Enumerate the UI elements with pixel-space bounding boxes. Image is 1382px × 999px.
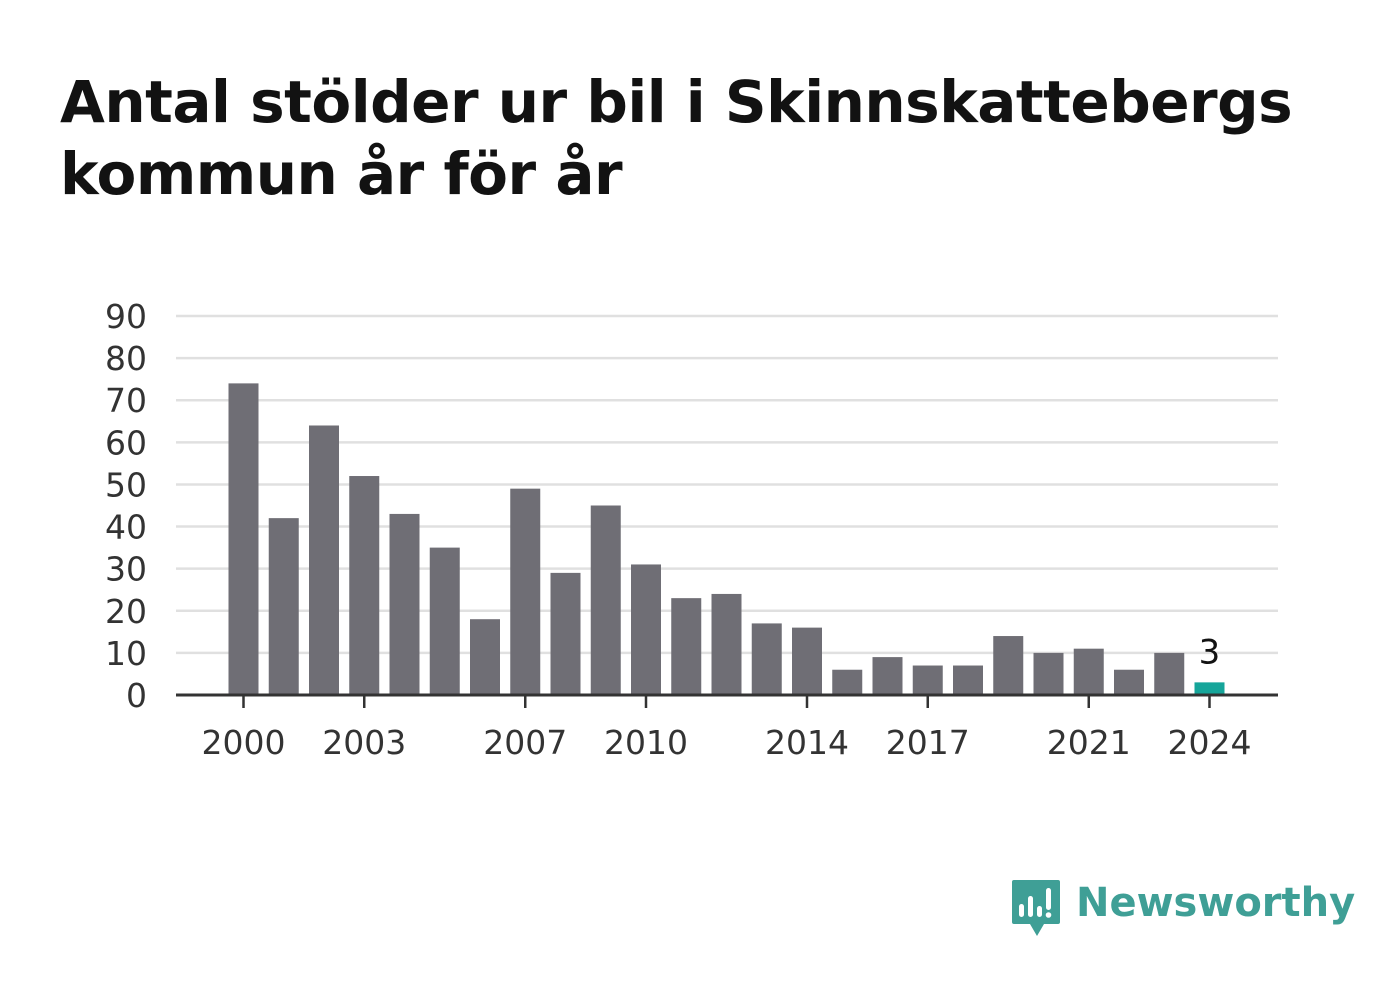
bar-2021 (1073, 648, 1104, 695)
bar-2019 (993, 636, 1024, 695)
bar-2010 (631, 564, 661, 695)
y-tick-label: 70 (105, 381, 147, 420)
bar-2023 (1154, 652, 1185, 695)
bar-2003 (349, 476, 380, 695)
y-tick-label: 10 (105, 634, 147, 673)
x-tick-label: 2021 (1047, 723, 1131, 762)
bar-2014 (792, 627, 822, 695)
x-tick-label: 2003 (322, 723, 406, 762)
bars (228, 383, 1225, 695)
bar-2024 (1194, 682, 1225, 695)
x-tick-label: 2014 (765, 723, 849, 762)
bar-2002 (309, 425, 339, 695)
bar-2005 (429, 547, 460, 695)
bar-2004 (389, 513, 420, 695)
brand-logo: Newsworthy (1010, 878, 1355, 942)
y-tick-label: 40 (105, 508, 147, 547)
bar-2017 (912, 665, 943, 695)
x-tick-label: 2017 (886, 723, 970, 762)
data-labels: 3 (1199, 632, 1221, 672)
bar-2007 (510, 488, 541, 695)
brand-name: Newsworthy (1076, 880, 1356, 926)
data-label-2024: 3 (1199, 632, 1221, 672)
y-tick-label: 50 (105, 465, 147, 504)
bar-2009 (590, 505, 621, 695)
bar-2018 (953, 665, 983, 695)
newsworthy-logo-icon (1012, 880, 1060, 936)
y-tick-label: 0 (126, 676, 147, 715)
bar-2020 (1033, 652, 1064, 695)
bar-2006 (470, 619, 500, 695)
bar-2016 (872, 657, 903, 695)
y-tick-label: 20 (105, 592, 147, 631)
bar-2015 (832, 669, 863, 695)
y-tick-label: 80 (105, 339, 147, 378)
x-tick-label: 2010 (604, 723, 688, 762)
bar-2000 (228, 383, 259, 695)
y-tick-label: 30 (105, 550, 147, 589)
x-tick-label: 2007 (483, 723, 567, 762)
bar-2012 (711, 593, 742, 695)
bar-2013 (751, 623, 782, 695)
x-tick-label: 2024 (1168, 723, 1252, 762)
bar-2001 (268, 518, 299, 695)
chart-title: Antal stölder ur bil i Skinnskattebergs … (60, 68, 1293, 208)
y-tick-label: 90 (105, 297, 147, 336)
y-tick-label: 60 (105, 423, 147, 462)
x-axis-ticks: 2000 2003 2007 2010 2014 2017 2021 2024 (202, 695, 1252, 762)
bar-2011 (671, 598, 702, 695)
bar-2008 (550, 572, 581, 695)
x-tick-label: 2000 (202, 723, 286, 762)
bar-2022 (1114, 669, 1144, 695)
